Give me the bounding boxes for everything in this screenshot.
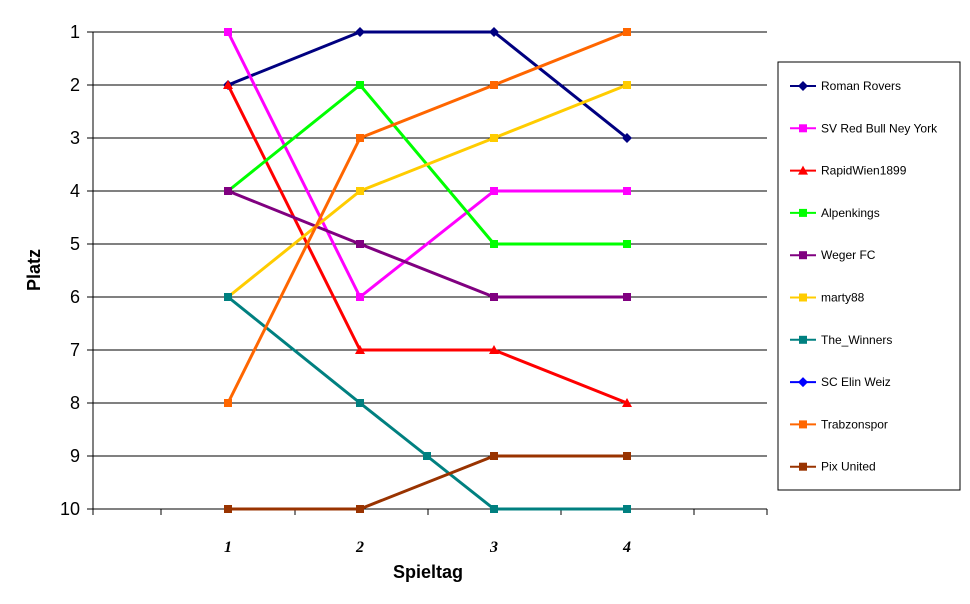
data-point: [356, 187, 364, 195]
series-line: [226, 30, 628, 404]
data-point: [223, 80, 233, 89]
data-point: [224, 293, 232, 301]
y-tick-label: 1: [70, 22, 80, 42]
legend-swatch-marker: [798, 165, 808, 175]
legend-item: Alpenkings: [790, 206, 880, 220]
data-point: [355, 27, 365, 37]
series-the-winners: [224, 293, 631, 513]
data-point: [489, 345, 499, 354]
data-point: [622, 398, 632, 407]
legend-item: Roman Rovers: [790, 79, 901, 93]
y-tick-label: 2: [70, 75, 80, 95]
legend-swatch-marker: [798, 377, 808, 388]
axes: [92, 32, 768, 515]
data-point: [623, 187, 631, 195]
legend-swatch-marker: [799, 124, 807, 133]
legend-label: Alpenkings: [821, 206, 880, 220]
series-sv-red-bull-ney-york: [224, 28, 631, 301]
x-tick-labels: 1 2 3 4: [224, 539, 631, 556]
legend-label: The_Winners: [821, 333, 892, 347]
data-point: [356, 505, 364, 513]
legend-label: Weger FC: [821, 248, 876, 262]
legend-label: SC Elin Weiz: [821, 375, 891, 389]
legend-item: RapidWien1899: [790, 164, 907, 178]
data-point: [356, 293, 364, 301]
legend-label: SV Red Bull Ney York: [821, 121, 938, 135]
legend-swatch-marker: [799, 293, 807, 302]
y-tick-label: 6: [70, 287, 80, 307]
series-pix-united: [224, 452, 631, 513]
data-point: [490, 134, 498, 142]
x-axis-title: Spieltag: [393, 562, 463, 582]
legend-item: The_Winners: [790, 333, 892, 347]
data-point: [356, 81, 364, 89]
y-tick-label: 7: [70, 340, 80, 360]
data-point: [490, 452, 498, 460]
data-point: [224, 399, 232, 407]
data-point: [224, 187, 232, 195]
series-line: [226, 31, 627, 299]
data-point: [423, 452, 431, 460]
data-point: [490, 505, 498, 513]
series-line: [227, 83, 628, 299]
data-point: [623, 293, 631, 301]
series-trabzonspor: [224, 28, 631, 407]
legend-label: Pix United: [821, 460, 876, 474]
series-weger-fc: [224, 187, 631, 301]
data-point: [356, 399, 364, 407]
legend-item: SV Red Bull Ney York: [790, 121, 938, 135]
series-line: [227, 30, 628, 140]
y-tick-labels: 1 2 3 4 5 6 7 8 9 10: [60, 22, 80, 519]
data-point: [355, 345, 365, 354]
data-point: [623, 28, 631, 36]
legend-label: Roman Rovers: [821, 79, 901, 93]
data-point: [622, 133, 632, 143]
legend-swatch-marker: [799, 420, 807, 429]
y-axis-title: Platz: [24, 249, 44, 291]
y-tick-label: 9: [70, 446, 80, 466]
data-point: [490, 187, 498, 195]
legend-swatch-marker: [798, 81, 808, 91]
data-point: [623, 240, 631, 248]
legend-box: [777, 61, 961, 491]
y-tick-label: 8: [70, 393, 80, 413]
x-tick-label: 1: [224, 539, 232, 556]
legend: Roman Rovers SV Red Bull Ney York RapidWie…: [777, 61, 961, 491]
data-point: [623, 452, 631, 460]
series-line: [227, 189, 627, 299]
legend-item: Weger FC: [790, 248, 876, 262]
legend-label: RapidWien1899: [821, 164, 907, 178]
data-point: [623, 81, 631, 89]
data-point: [490, 240, 498, 248]
data-point: [356, 134, 364, 142]
data-point: [224, 505, 232, 513]
legend-label: marty88: [821, 291, 865, 305]
legend-swatch-marker: [799, 208, 807, 217]
data-point: [356, 240, 364, 248]
legend-swatch-marker: [799, 462, 807, 471]
data-point: [490, 293, 498, 301]
data-point: [623, 505, 631, 513]
legend-swatch-marker: [799, 251, 807, 260]
legend-swatch-marker: [799, 335, 807, 344]
legend-item: SC Elin Weiz: [790, 375, 891, 389]
data-point: [489, 27, 499, 37]
data-point: [490, 81, 498, 89]
x-tick-label: 2: [355, 539, 364, 556]
y-tick-label: 4: [70, 181, 80, 201]
legend-item: Pix United: [790, 460, 876, 474]
y-tick-label: 3: [70, 128, 80, 148]
data-point: [224, 28, 232, 36]
legend-item: Trabzonspor: [790, 417, 888, 431]
series-line: [228, 454, 627, 511]
legend-item: marty88: [790, 291, 865, 305]
y-tick-label: 5: [70, 234, 80, 254]
y-tick-label: 10: [60, 499, 80, 519]
legend-label: Trabzonspor: [821, 417, 888, 431]
x-tick-label: 4: [622, 539, 631, 556]
x-tick-label: 3: [489, 539, 498, 556]
series-lines: [223, 27, 632, 513]
